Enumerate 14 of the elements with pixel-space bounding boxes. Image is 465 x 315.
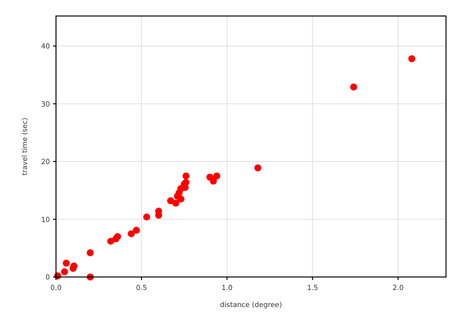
point: [177, 196, 184, 203]
point: [182, 172, 190, 180]
point: [132, 226, 140, 234]
point: [61, 268, 68, 276]
point: [408, 55, 416, 62]
point: [128, 230, 135, 238]
point: [213, 172, 220, 180]
point: [172, 200, 180, 207]
point: [210, 178, 217, 185]
point: [350, 84, 358, 91]
point: [143, 213, 150, 220]
point: [86, 249, 94, 256]
point: [62, 260, 70, 267]
point: [254, 164, 262, 172]
